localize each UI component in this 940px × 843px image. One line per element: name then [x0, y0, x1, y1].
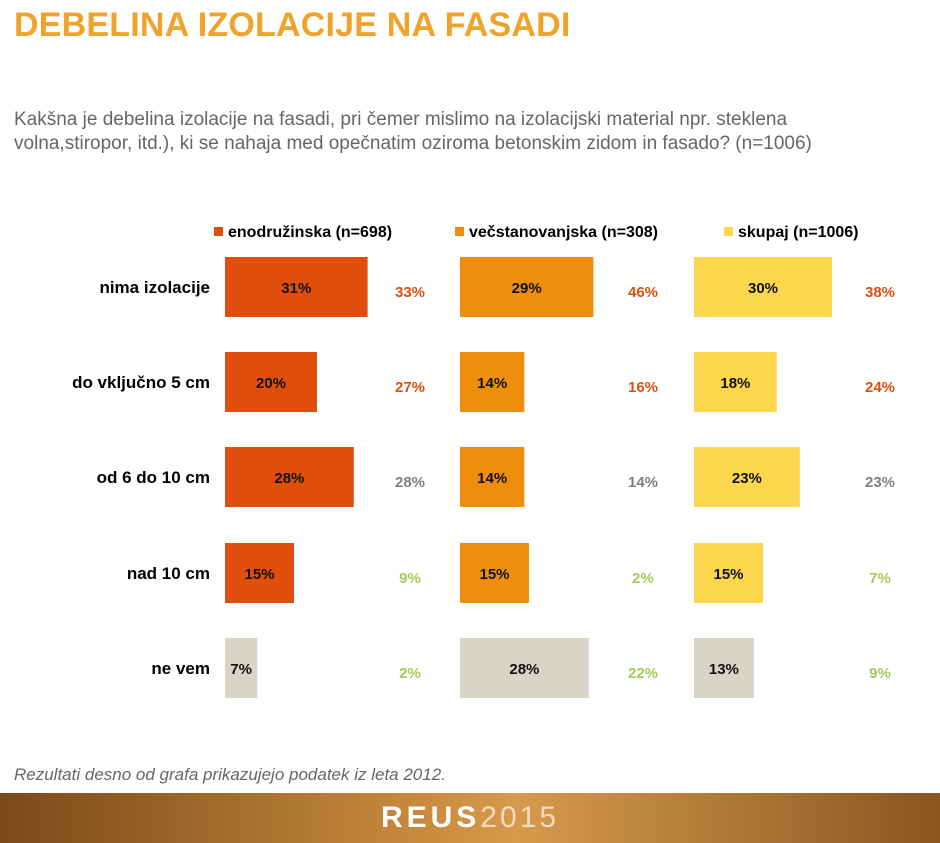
page-title: DEBELINA IZOLACIJE NA FASADI [14, 6, 571, 44]
legend-swatch-3 [724, 227, 733, 236]
brand-year: 2015 [480, 801, 560, 834]
bar-od-6-do-10-cm-series-3 [694, 447, 800, 507]
bar-nad-10-cm-series-2 [460, 543, 529, 603]
bar-nima-izolacije-series-1 [225, 257, 368, 317]
bar-ne-vem-series-2 [460, 638, 589, 698]
legend-label-1: enodružinska (n=698) [228, 224, 392, 241]
value-2012-ne-vem-series-3: 9% [869, 665, 891, 682]
survey-question: Kakšna je debelina izolacije na fasadi, … [14, 109, 812, 154]
value-2012-nad-10-cm-series-1: 9% [399, 570, 421, 587]
bar-od-6-do-10-cm-series-2 [460, 447, 525, 507]
bar-value-nima-izolacije-series-3: 30% [748, 280, 778, 297]
bar-value-do-vkljucno-5-cm-series-2: 14% [477, 375, 507, 392]
category-label-ne-vem: ne vem [151, 659, 210, 678]
value-2012-nad-10-cm-series-2: 2% [632, 570, 654, 587]
bar-nad-10-cm-series-3 [694, 543, 763, 603]
footer-bar: REUS2015 [0, 793, 940, 843]
value-2012-nima-izolacije-series-1: 33% [395, 284, 425, 301]
value-2012-od-6-do-10-cm-series-3: 23% [865, 474, 895, 491]
bar-value-do-vkljucno-5-cm-series-3: 18% [720, 375, 750, 392]
bar-nad-10-cm-series-1 [225, 543, 294, 603]
bar-ne-vem-series-1 [225, 638, 258, 698]
value-2012-nima-izolacije-series-2: 46% [628, 284, 658, 301]
category-label-do-vkljucno-5-cm: do vključno 5 cm [72, 373, 210, 392]
legend-label-2: večstanovanjska (n=308) [469, 224, 658, 241]
value-2012-ne-vem-series-2: 22% [628, 665, 658, 682]
category-label-nad-10-cm: nad 10 cm [127, 564, 210, 583]
legend-label-3: skupaj (n=1006) [738, 224, 859, 241]
category-label-od-6-do-10-cm: od 6 do 10 cm [97, 468, 210, 487]
bar-value-od-6-do-10-cm-series-3: 23% [732, 470, 762, 487]
bar-value-do-vkljucno-5-cm-series-1: 20% [256, 375, 286, 392]
bar-nima-izolacije-series-2 [460, 257, 594, 317]
bar-value-nima-izolacije-series-1: 31% [281, 280, 311, 297]
bar-do-vkljucno-5-cm-series-2 [460, 352, 525, 412]
value-2012-do-vkljucno-5-cm-series-3: 24% [865, 379, 895, 396]
bar-value-nad-10-cm-series-1: 15% [244, 566, 274, 583]
bar-value-od-6-do-10-cm-series-1: 28% [274, 470, 304, 487]
bar-value-nad-10-cm-series-3: 15% [713, 566, 743, 583]
bar-nima-izolacije-series-3 [694, 257, 832, 317]
value-2012-nima-izolacije-series-3: 38% [865, 284, 895, 301]
value-2012-nad-10-cm-series-3: 7% [869, 570, 891, 587]
bar-value-ne-vem-series-2: 28% [509, 661, 539, 678]
legend-swatch-1 [214, 227, 223, 236]
brand-logo: REUS2015 [381, 801, 559, 835]
value-2012-do-vkljucno-5-cm-series-2: 16% [628, 379, 658, 396]
bar-ne-vem-series-3 [694, 638, 754, 698]
value-2012-od-6-do-10-cm-series-1: 28% [395, 474, 425, 491]
value-2012-od-6-do-10-cm-series-2: 14% [628, 474, 658, 491]
bar-od-6-do-10-cm-series-1 [225, 447, 354, 507]
footnote: Rezultati desno od grafa prikazujejo pod… [14, 765, 446, 784]
bar-do-vkljucno-5-cm-series-3 [694, 352, 777, 412]
bar-value-nad-10-cm-series-2: 15% [479, 566, 509, 583]
bar-value-nima-izolacije-series-2: 29% [512, 280, 542, 297]
bar-value-ne-vem-series-3: 13% [709, 661, 739, 678]
bar-value-od-6-do-10-cm-series-2: 14% [477, 470, 507, 487]
value-2012-do-vkljucno-5-cm-series-1: 27% [395, 379, 425, 396]
value-2012-ne-vem-series-1: 2% [399, 665, 421, 682]
bar-chart: enodružinska (n=698) večstanovanjska (n=3… [72, 224, 895, 698]
brand-name: REUS [380, 801, 481, 834]
legend-swatch-2 [455, 227, 464, 236]
category-label-nima-izolacije: nima izolacije [99, 278, 210, 297]
bar-do-vkljucno-5-cm-series-1 [225, 352, 317, 412]
bar-value-ne-vem-series-1: 7% [230, 661, 252, 678]
